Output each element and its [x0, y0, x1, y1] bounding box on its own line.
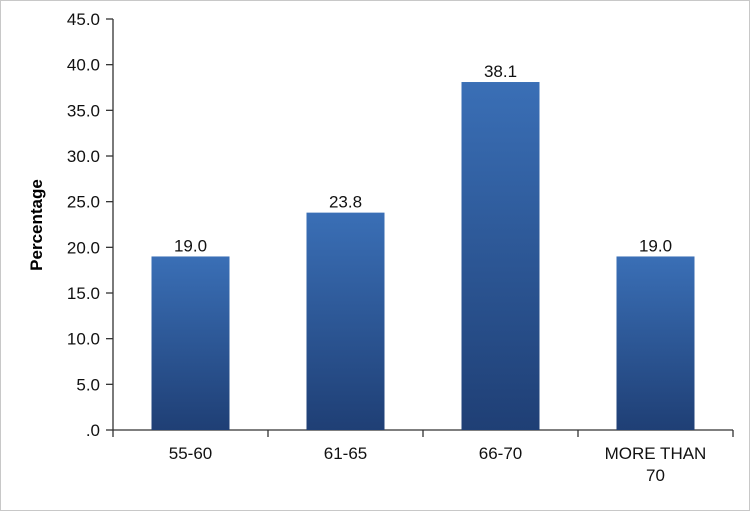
- x-category-label: 55-60: [169, 444, 212, 463]
- y-axis-title: Percentage: [27, 179, 46, 271]
- y-tick-label: 5.0: [76, 375, 100, 394]
- bars: 19.0 23.8 38.1 19.0: [151, 62, 695, 431]
- y-tick-label: 35.0: [67, 101, 100, 120]
- y-tick-label: .0: [86, 421, 100, 440]
- x-category-label: 70: [646, 466, 665, 485]
- x-axis: 55-60 61-65 66-70 MORE THAN 70: [112, 429, 734, 485]
- y-tick-label: 25.0: [67, 193, 100, 212]
- y-tick-label: 45.0: [67, 10, 100, 29]
- x-category-label: 61-65: [324, 444, 367, 463]
- y-tick-label: 10.0: [67, 330, 100, 349]
- x-category-label: 66-70: [479, 444, 522, 463]
- bar: [616, 256, 695, 430]
- y-tick-label: 40.0: [67, 56, 100, 75]
- y-tick-label: 20.0: [67, 238, 100, 257]
- bar: [151, 256, 230, 430]
- bar-value-label: 38.1: [484, 62, 517, 81]
- y-tick-label: 15.0: [67, 284, 100, 303]
- bar: [461, 82, 540, 431]
- bar: [306, 212, 385, 430]
- bar-value-label: 23.8: [329, 193, 362, 212]
- y-axis: .0 5.0 10.0 15.0 20.0 25.0 30.0 35.0 40.0 45.0: [67, 10, 114, 440]
- x-category-label: MORE THAN: [605, 444, 707, 463]
- bar-value-label: 19.0: [639, 236, 672, 255]
- y-tick-label: 30.0: [67, 147, 100, 166]
- bar-value-label: 19.0: [174, 236, 207, 255]
